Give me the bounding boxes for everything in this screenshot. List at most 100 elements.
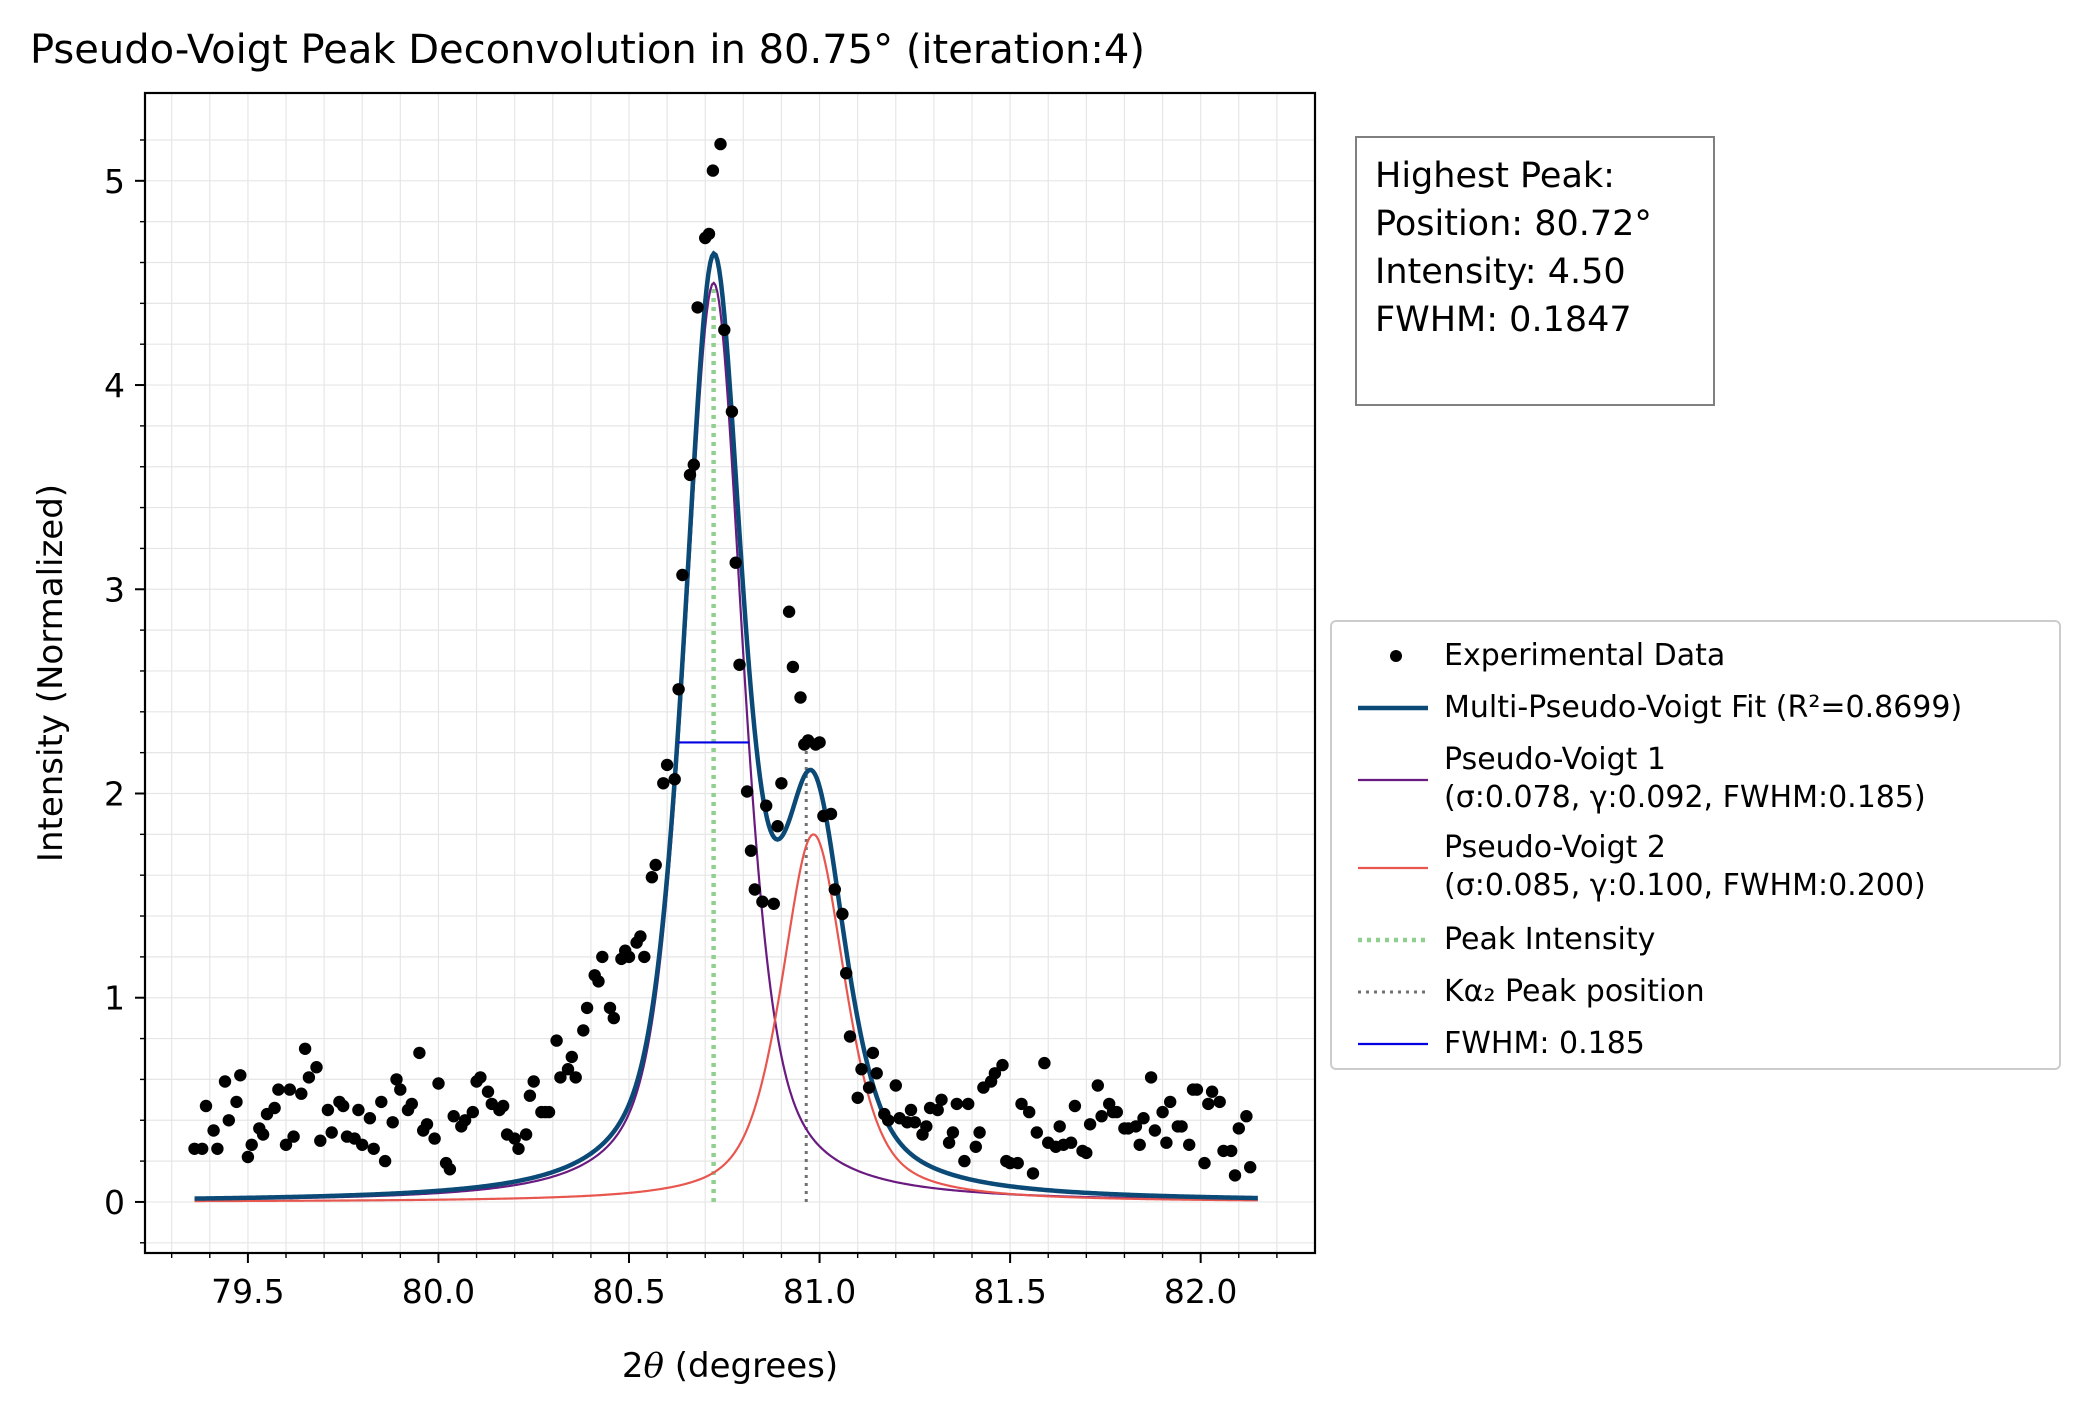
data-point	[691, 301, 704, 314]
data-point	[1026, 1167, 1040, 1180]
line-swatch-icon	[1358, 1042, 1428, 1046]
data-point	[687, 458, 700, 471]
legend-item-peak-intensity: Peak Intensity	[1332, 920, 2059, 960]
data-point	[390, 1073, 403, 1086]
data-point	[1083, 1118, 1097, 1131]
data-point	[523, 1089, 537, 1102]
data-point	[287, 1130, 300, 1143]
data-point	[1011, 1156, 1024, 1170]
data-point	[447, 1110, 460, 1123]
line-swatch-icon	[1358, 705, 1428, 711]
x-tick-label: 80.0	[402, 1272, 475, 1311]
data-point	[634, 930, 647, 943]
data-point	[760, 799, 773, 812]
data-point	[638, 950, 651, 964]
data-point	[828, 883, 841, 896]
data-point	[657, 777, 670, 790]
data-point	[973, 1126, 986, 1139]
line-swatch-icon	[1358, 866, 1428, 870]
data-point	[855, 1063, 868, 1076]
data-point	[561, 1063, 575, 1076]
data-point	[245, 1138, 258, 1152]
data-point	[1240, 1110, 1253, 1123]
data-point	[222, 1114, 235, 1127]
data-point	[211, 1142, 224, 1156]
data-point	[996, 1058, 1009, 1072]
data-point	[1175, 1120, 1188, 1133]
legend-label: Pseudo-Voigt 2	[1444, 830, 1666, 865]
data-point	[718, 323, 731, 337]
y-tick-label: 1	[104, 979, 125, 1018]
data-point	[1156, 1105, 1169, 1119]
data-point	[988, 1067, 1002, 1080]
data-point	[550, 1034, 563, 1047]
highest-peak-box: Highest Peak: Position: 80.72° Intensity…	[1355, 136, 1715, 406]
plot-frame	[143, 91, 1317, 1255]
data-point	[314, 1134, 327, 1147]
info-line-heading: Highest Peak:	[1375, 156, 1615, 196]
legend-label-params: (σ:0.078, γ:0.092, FWHM:0.185)	[1444, 780, 1926, 815]
data-point	[851, 1091, 864, 1105]
x-tick-label: 80.5	[592, 1272, 665, 1311]
data-point	[325, 1126, 338, 1139]
data-point	[432, 1077, 445, 1090]
data-point	[413, 1046, 426, 1060]
data-point	[794, 691, 807, 704]
x-axis-label: 2θ (degrees)	[622, 1346, 838, 1386]
y-tick-label: 4	[104, 366, 125, 405]
data-point	[363, 1112, 377, 1125]
data-point	[775, 777, 788, 790]
data-point	[1228, 1169, 1242, 1182]
x-tick-label: 81.5	[973, 1272, 1046, 1311]
legend-label: Experimental Data	[1444, 638, 1726, 673]
legend-label: Kα₂ Peak position	[1444, 974, 1705, 1009]
data-point	[1080, 1146, 1093, 1160]
data-point	[386, 1116, 399, 1129]
data-point	[378, 1154, 392, 1168]
legend-item-pv2: Pseudo-Voigt 2 (σ:0.085, γ:0.100, FWHM:0…	[1332, 828, 2059, 908]
data-point	[744, 844, 758, 857]
data-point	[527, 1075, 540, 1088]
data-point	[569, 1071, 582, 1084]
data-point	[683, 468, 697, 482]
data-point	[199, 1099, 213, 1113]
data-point	[649, 858, 662, 872]
data-point	[840, 967, 853, 980]
data-point	[394, 1083, 407, 1096]
marker-swatch-icon	[1390, 650, 1402, 662]
data-point	[771, 820, 784, 833]
x-tick-label: 81.0	[783, 1272, 856, 1311]
data-point	[962, 1097, 975, 1111]
chart-legend: Experimental Data Multi-Pseudo-Voigt Fit…	[1330, 620, 2061, 1070]
data-point	[352, 1103, 365, 1117]
data-point	[1038, 1056, 1051, 1070]
data-point	[920, 1120, 933, 1133]
data-point	[428, 1132, 441, 1145]
data-point	[367, 1142, 380, 1156]
data-point	[740, 785, 754, 798]
data-point	[1133, 1138, 1146, 1152]
data-point	[1213, 1095, 1226, 1109]
pseudo-voigt-2-curve	[194, 833, 1258, 1203]
data-point	[942, 1136, 956, 1149]
data-point	[577, 1024, 590, 1037]
legend-item-experimental: Experimental Data	[1332, 636, 2059, 676]
data-point	[1110, 1105, 1124, 1119]
data-point	[889, 1079, 902, 1092]
data-point	[1183, 1138, 1196, 1152]
data-point	[256, 1128, 270, 1141]
data-point	[508, 1132, 521, 1145]
data-point	[1095, 1110, 1108, 1123]
data-point	[1053, 1120, 1066, 1133]
dotted-swatch-icon	[1358, 990, 1428, 994]
data-point	[607, 1011, 620, 1025]
ticks-layer: 79.5 80.0 80.5 81.0 81.5 82.0 0 1 2 3 4 5	[104, 139, 1278, 1311]
data-point	[862, 1081, 876, 1094]
data-point	[706, 164, 720, 177]
y-tick-label: 2	[104, 774, 125, 813]
data-point	[668, 773, 681, 786]
data-point	[1015, 1097, 1028, 1111]
data-point	[302, 1071, 316, 1084]
data-point	[443, 1163, 457, 1176]
